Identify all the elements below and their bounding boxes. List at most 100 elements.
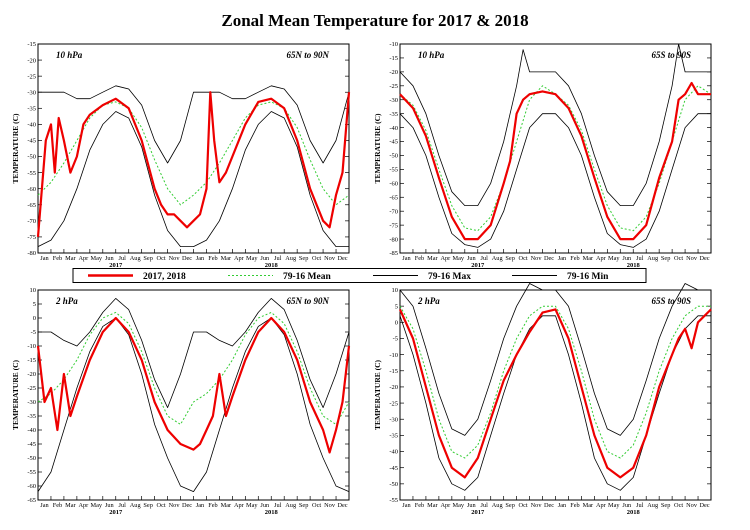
y-tick-label: -25: [27, 385, 36, 392]
y-tick-label: -45: [27, 138, 36, 145]
y-tick-label: -15: [389, 55, 398, 62]
x-tick-label: Mar: [583, 502, 594, 509]
x-tick-label: Jul: [481, 502, 489, 509]
series-line-79-16-min: [399, 113, 711, 248]
y-tick-label: -35: [27, 413, 36, 420]
y-tick-label: -70: [389, 208, 398, 215]
x-tick-label: Mar: [427, 255, 438, 262]
y-tick-label: -10: [389, 41, 398, 48]
y-tick-label: -45: [389, 139, 398, 146]
x-tick-label: Sep: [505, 502, 514, 509]
x-tick-label: Aug: [285, 255, 297, 262]
y-tick-label: -50: [27, 455, 36, 462]
y-tick-label: -80: [27, 250, 36, 257]
pressure-level-label: 2 hPa: [417, 296, 440, 306]
series-line-79-16-max: [399, 43, 711, 207]
series-line-2017-2018: [36, 91, 351, 237]
x-tick-label: Feb: [208, 502, 217, 509]
y-tick-label: -30: [27, 399, 36, 406]
series-line-79-16-max: [38, 85, 350, 164]
x-tick-label: Sep: [143, 255, 152, 262]
x-tick-label: Nov: [531, 502, 543, 509]
x-tick-label: Jul: [636, 255, 644, 262]
x-tick-label: Feb: [208, 255, 217, 262]
x-tick-label: Jun: [622, 255, 632, 262]
year-label: 2018: [627, 262, 641, 269]
y-tick-label: -45: [389, 465, 398, 472]
legend-box: [72, 268, 647, 283]
x-tick-label: Oct: [674, 502, 683, 509]
y-tick-label: -25: [389, 400, 398, 407]
y-tick-label: -25: [27, 73, 36, 80]
y-tick-label: -40: [27, 122, 36, 129]
x-tick-label: Aug: [130, 502, 142, 509]
x-tick-label: Oct: [157, 255, 166, 262]
x-tick-label: Aug: [492, 255, 504, 262]
y-tick-label: -20: [389, 384, 398, 391]
x-tick-label: Aug: [492, 502, 504, 509]
x-tick-label: Jul: [119, 502, 127, 509]
y-tick-label: -50: [389, 153, 398, 160]
x-tick-label: May: [608, 502, 620, 509]
y-tick-label: -60: [27, 186, 36, 193]
x-tick-label: Sep: [299, 255, 308, 262]
y-tick-label: -50: [389, 481, 398, 488]
x-tick-label: Jan: [40, 502, 49, 509]
x-tick-label: Apr: [234, 502, 245, 509]
x-tick-label: Sep: [505, 255, 514, 262]
series-line-79-16-max: [38, 297, 350, 409]
y-axis-label: TEMPERATURE (C): [373, 359, 382, 430]
x-tick-label: Jun: [260, 255, 270, 262]
x-tick-label: Jan: [558, 255, 567, 262]
x-tick-label: Sep: [299, 502, 308, 509]
x-tick-label: Apr: [596, 255, 607, 262]
x-tick-label: Oct: [674, 255, 683, 262]
y-tick-label: -60: [389, 181, 398, 188]
x-tick-label: Oct: [312, 255, 321, 262]
series-line-79-16-min: [37, 111, 349, 248]
x-tick-label: Jan: [558, 502, 567, 509]
region-label: 65N to 90N: [287, 296, 330, 306]
year-label: 2017: [109, 262, 123, 269]
region-label: 65N to 90N: [287, 50, 330, 60]
x-tick-label: Jan: [196, 502, 205, 509]
y-tick-label: 5: [395, 303, 398, 310]
year-label: 2017: [109, 509, 123, 516]
y-tick-label: -40: [389, 449, 398, 456]
x-tick-label: Nov: [169, 255, 181, 262]
x-tick-label: Nov: [686, 255, 698, 262]
y-tick-label: -20: [389, 69, 398, 76]
x-tick-label: Oct: [519, 502, 528, 509]
x-tick-label: Oct: [312, 502, 321, 509]
y-tick-label: -60: [27, 483, 36, 490]
y-tick-label: -55: [27, 170, 36, 177]
y-tick-label: -50: [27, 154, 36, 161]
series-line-2017-2018: [36, 316, 351, 454]
y-tick-label: -5: [31, 329, 36, 336]
legend-label: 79-16 Min: [567, 272, 609, 282]
series-line-79-16-max: [399, 283, 711, 436]
x-tick-label: Feb: [570, 255, 579, 262]
plot-frame: [399, 43, 712, 254]
x-tick-label: Dec: [699, 502, 709, 509]
x-tick-label: Nov: [686, 502, 698, 509]
x-tick-label: May: [453, 502, 465, 509]
x-tick-label: Jun: [622, 502, 632, 509]
y-tick-label: -30: [27, 89, 36, 96]
x-tick-label: Jan: [40, 255, 49, 262]
y-tick-label: -85: [389, 250, 398, 257]
x-tick-label: Sep: [661, 255, 670, 262]
x-tick-label: May: [453, 255, 465, 262]
x-tick-label: Jan: [196, 255, 205, 262]
x-tick-label: May: [608, 255, 620, 262]
x-tick-label: Nov: [169, 502, 181, 509]
x-tick-label: Nov: [324, 255, 336, 262]
series-line-79-16-mean: [399, 305, 711, 459]
x-tick-label: Aug: [285, 502, 297, 509]
x-tick-label: May: [91, 502, 103, 509]
x-tick-label: Apr: [440, 502, 451, 509]
panel-10hpa-south: -85 -80 -75 -70 -65 -60 -55 -50 -45 -40 -35 -30 -25 -…: [373, 41, 712, 269]
x-tick-label: May: [91, 255, 103, 262]
x-tick-label: Mar: [427, 502, 438, 509]
